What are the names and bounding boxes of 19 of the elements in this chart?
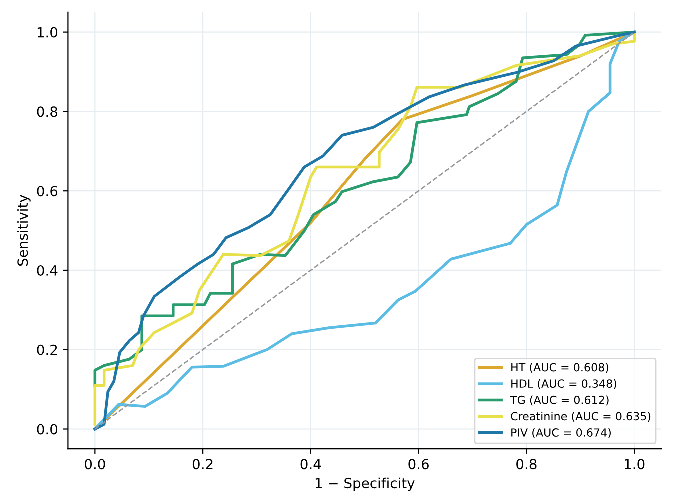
x-axis-title: 1 − Specificity <box>316 478 415 492</box>
y-tick-label: 0.2 <box>37 344 58 356</box>
legend-label: PIV (AUC = 0.674) <box>512 428 611 438</box>
x-tick-label: 0.0 <box>85 459 106 470</box>
x-tick-label: 0.4 <box>300 459 322 470</box>
x-tick-label: 0.2 <box>192 459 213 470</box>
y-tick-label: 0.6 <box>37 186 58 197</box>
y-tick-label: 0.8 <box>37 106 58 118</box>
legend-label: Creatinine (AUC = 0.635) <box>511 412 651 422</box>
x-tick-label: 0.6 <box>408 459 429 470</box>
x-tick-label: 1.0 <box>625 459 645 470</box>
y-tick-label: 0.0 <box>37 424 58 435</box>
x-tick-label: 0.8 <box>516 459 537 470</box>
legend-label: HDL (AUC = 0.348) <box>512 379 617 390</box>
y-tick-label: 0.4 <box>37 265 58 276</box>
y-axis-title: Sensitivity <box>17 195 31 266</box>
legend-label: HT (AUC = 0.608) <box>512 363 609 374</box>
legend-label: TG (AUC = 0.612) <box>510 396 609 406</box>
y-tick-label: 1.0 <box>38 27 58 38</box>
